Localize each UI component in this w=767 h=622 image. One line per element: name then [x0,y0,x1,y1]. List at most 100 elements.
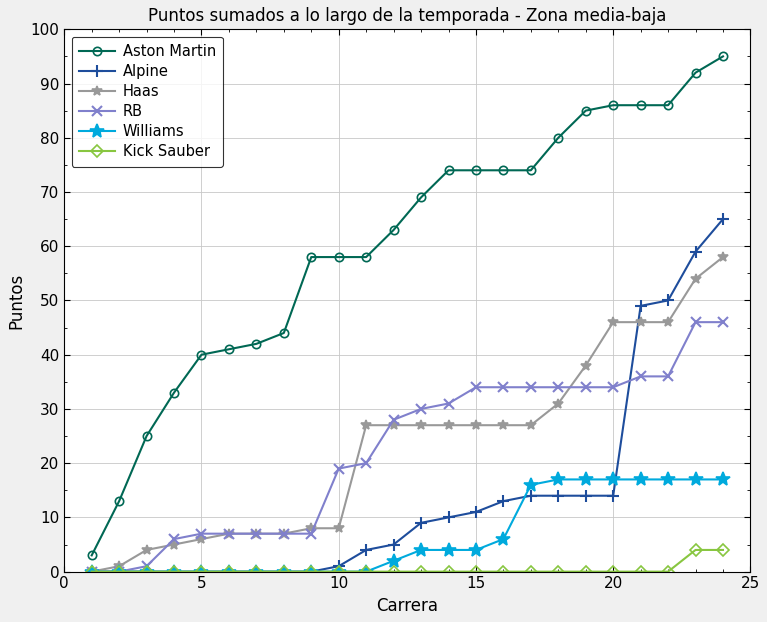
Line: Aston Martin: Aston Martin [87,52,727,560]
RB [581,384,591,391]
Aston Martin [170,389,179,396]
Kick Sauber [252,568,261,575]
Aston Martin [334,253,344,261]
Alpine [252,568,261,575]
RB [361,460,370,467]
Haas [224,530,233,537]
Kick Sauber [444,568,453,575]
Aston Martin [114,498,123,505]
RB [554,384,563,391]
Aston Martin [636,101,645,109]
Kick Sauber [416,568,426,575]
Alpine [307,568,316,575]
RB [499,384,508,391]
Aston Martin [719,53,728,60]
RB [252,530,261,537]
Alpine [444,514,453,521]
Williams [197,568,206,575]
Haas [663,318,673,326]
Alpine [554,492,563,499]
Aston Martin [472,167,481,174]
Alpine [663,297,673,304]
Williams [170,568,179,575]
Line: Alpine: Alpine [86,213,729,577]
Williams [472,546,481,554]
Williams [87,568,97,575]
Williams [416,546,426,554]
Aston Martin [416,193,426,201]
RB [691,318,700,326]
Line: RB: RB [87,317,728,577]
Alpine [279,568,288,575]
Aston Martin [663,101,673,109]
Alpine [224,568,233,575]
RB [114,568,123,575]
Kick Sauber [389,568,398,575]
Aston Martin [526,167,535,174]
Kick Sauber [499,568,508,575]
Alpine [170,568,179,575]
Williams [444,546,453,554]
RB [663,373,673,380]
RB [307,530,316,537]
Williams [252,568,261,575]
Alpine [526,492,535,499]
RB [608,384,617,391]
Aston Martin [224,346,233,353]
Alpine [636,302,645,310]
Aston Martin [307,253,316,261]
Williams [719,476,728,483]
Williams [114,568,123,575]
Kick Sauber [224,568,233,575]
Alpine [472,508,481,516]
Aston Martin [499,167,508,174]
Kick Sauber [142,568,151,575]
Kick Sauber [608,568,617,575]
Kick Sauber [472,568,481,575]
Kick Sauber [114,568,123,575]
Williams [691,476,700,483]
Williams [526,481,535,489]
Williams [663,476,673,483]
Williams [608,476,617,483]
RB [389,416,398,424]
Haas [691,275,700,282]
RB [719,318,728,326]
Kick Sauber [87,568,97,575]
Williams [581,476,591,483]
Haas [554,400,563,407]
Kick Sauber [719,546,728,554]
Alpine [416,519,426,527]
Line: Williams: Williams [84,473,730,578]
Aston Martin [554,134,563,141]
Haas [636,318,645,326]
Haas [608,318,617,326]
Kick Sauber [691,546,700,554]
Aston Martin [142,432,151,440]
Alpine [87,568,97,575]
Haas [252,530,261,537]
Haas [444,422,453,429]
Haas [581,362,591,369]
X-axis label: Carrera: Carrera [377,597,438,615]
RB [416,405,426,412]
Williams [334,568,344,575]
Alpine [499,498,508,505]
Kick Sauber [170,568,179,575]
Williams [224,568,233,575]
Haas [114,562,123,570]
Williams [389,557,398,565]
Kick Sauber [554,568,563,575]
Kick Sauber [636,568,645,575]
Kick Sauber [197,568,206,575]
Haas [197,536,206,543]
Williams [554,476,563,483]
Kick Sauber [361,568,370,575]
Aston Martin [252,340,261,348]
RB [444,400,453,407]
Title: Puntos sumados a lo largo de la temporada - Zona media-baja: Puntos sumados a lo largo de la temporad… [148,7,667,25]
Aston Martin [444,167,453,174]
RB [87,568,97,575]
RB [334,465,344,472]
Haas [416,422,426,429]
